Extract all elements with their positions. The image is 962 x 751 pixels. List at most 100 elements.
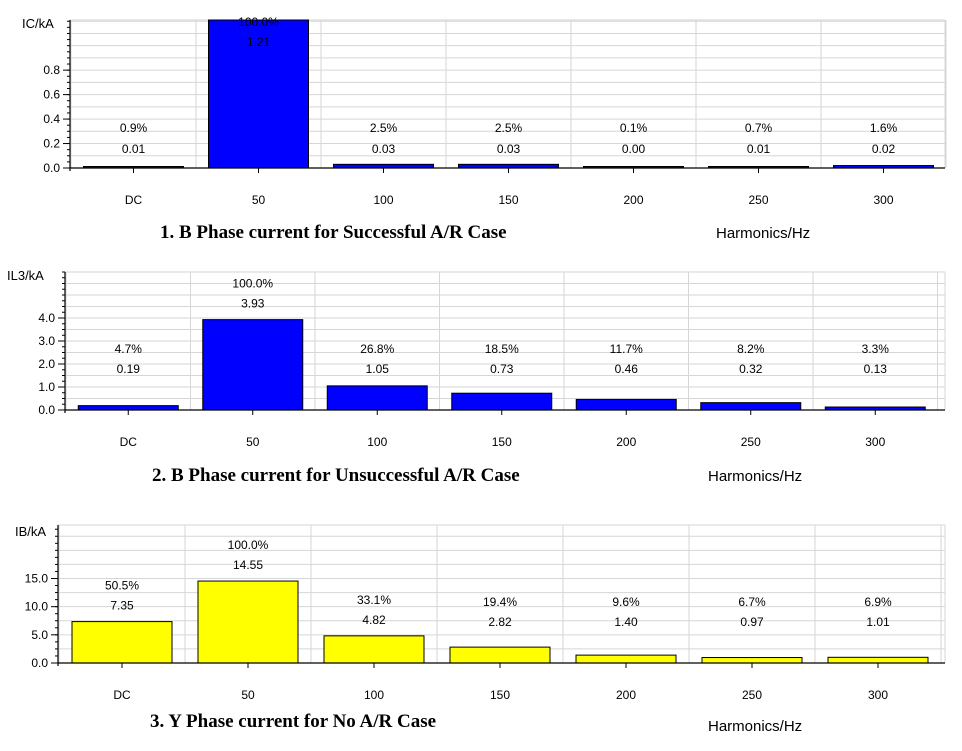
y-axis-title: IL3/kA: [7, 268, 44, 283]
y-tick-label: 10.0: [25, 600, 49, 614]
value-label: 3.93: [241, 297, 265, 311]
value-label: 0.01: [122, 142, 146, 156]
value-label: 0.97: [740, 615, 764, 629]
x-tick-label: 50: [241, 688, 255, 702]
value-label: 0.13: [864, 362, 888, 376]
y-tick-label: 2.0: [38, 357, 55, 371]
value-label: 7.35: [110, 599, 134, 613]
x-tick-label: 150: [498, 193, 518, 207]
x-tick-label: DC: [125, 193, 143, 207]
value-label: 1.01: [866, 615, 890, 629]
percent-label: 11.7%: [610, 342, 643, 356]
percent-label: 100.0%: [232, 277, 273, 291]
chart-successful-ar: 0.9% 0.01 100.0% 1.21 2.5% 0.03 2.5% 0.03 0.1% 0.…: [22, 15, 947, 243]
percent-label: 0.7%: [745, 121, 773, 135]
percent-label: 0.1%: [620, 121, 648, 135]
percent-label: 8.2%: [737, 342, 765, 356]
x-axis-title: Harmonics/Hz: [708, 468, 802, 485]
y-tick-label: 4.0: [38, 311, 55, 325]
y-tick-label: 15.0: [25, 572, 49, 586]
bar: [575, 398, 677, 411]
x-tick-label: 100: [364, 688, 384, 702]
x-tick-label: 50: [246, 435, 260, 449]
x-tick-label: 100: [373, 193, 393, 207]
x-tick-label: 200: [616, 688, 636, 702]
percent-label: 6.7%: [738, 595, 766, 609]
bar: [451, 392, 553, 411]
value-label: 1.05: [366, 362, 390, 376]
bar: [700, 402, 802, 411]
x-tick-label: 50: [252, 193, 266, 207]
y-tick-label: 3.0: [38, 334, 55, 348]
value-label: 0.02: [872, 142, 896, 156]
percent-label: 19.4%: [483, 595, 517, 609]
percent-label: 26.8%: [360, 342, 394, 356]
percent-label: 50.5%: [105, 579, 139, 593]
y-tick-label: 0.0: [38, 403, 55, 417]
x-tick-label: 300: [865, 435, 885, 449]
y-axis-title: IB/kA: [15, 524, 46, 539]
percent-label: 3.3%: [862, 342, 890, 356]
x-tick-label: 200: [623, 193, 643, 207]
value-label: 0.73: [490, 362, 514, 376]
x-tick-label: DC: [113, 688, 131, 702]
y-tick-label: 0.2: [43, 137, 60, 151]
chart-no-ar: 50.5% 7.35 100.0% 14.55 33.1% 4.82 19.4% 2.82 9.…: [15, 524, 946, 735]
percent-label: 2.5%: [495, 121, 523, 135]
value-label: 1.40: [614, 615, 638, 629]
y-tick-label: 0.0: [43, 161, 60, 175]
percent-label: 2.5%: [370, 121, 398, 135]
x-tick-label: DC: [120, 435, 138, 449]
percent-label: 1.6%: [870, 121, 898, 135]
bar: [326, 385, 428, 411]
y-tick-label: 0.6: [43, 88, 60, 102]
percent-label: 6.9%: [864, 595, 892, 609]
percent-label: 18.5%: [485, 342, 519, 356]
percent-label: 4.7%: [115, 342, 143, 356]
value-label: 0.32: [739, 362, 763, 376]
value-label: 4.82: [362, 613, 386, 627]
bar: [827, 656, 929, 664]
x-tick-label: 150: [492, 435, 512, 449]
x-axis-title: Harmonics/Hz: [708, 718, 802, 735]
bar: [71, 621, 173, 664]
value-label: 2.82: [488, 615, 512, 629]
value-label: 0.01: [747, 142, 771, 156]
value-label: 0.03: [372, 142, 396, 156]
bar: [701, 657, 803, 664]
value-label: 0.03: [497, 142, 521, 156]
value-label: 0.00: [622, 142, 646, 156]
chart-caption: 3. Y Phase current for No A/R Case: [150, 711, 436, 732]
y-tick-label: 0.4: [43, 112, 60, 126]
bar: [323, 635, 425, 664]
value-label: 1.21: [247, 35, 271, 49]
y-tick-label: 0.8: [43, 63, 60, 77]
x-tick-label: 250: [742, 688, 762, 702]
x-tick-label: 250: [741, 435, 761, 449]
chart-unsuccessful-ar: 4.7% 0.19 100.0% 3.93 26.8% 1.05 18.5% 0.73 11.7…: [7, 268, 946, 486]
x-axis-title: Harmonics/Hz: [716, 225, 810, 242]
x-tick-label: 300: [868, 688, 888, 702]
x-tick-label: 150: [490, 688, 510, 702]
x-tick-label: 300: [873, 193, 893, 207]
x-tick-label: 200: [616, 435, 636, 449]
y-tick-label: 1.0: [38, 380, 55, 394]
bar: [202, 319, 304, 411]
bar: [197, 580, 299, 664]
percent-label: 33.1%: [357, 593, 391, 607]
value-label: 0.46: [615, 362, 639, 376]
value-label: 14.55: [233, 558, 263, 572]
percent-label: 100.0%: [228, 538, 269, 552]
bar: [575, 654, 677, 664]
y-tick-label: 5.0: [31, 628, 48, 642]
bar: [449, 646, 551, 664]
chart-caption: 1. B Phase current for Successful A/R Ca…: [160, 222, 507, 243]
percent-label: 0.9%: [120, 121, 148, 135]
x-tick-label: 250: [748, 193, 768, 207]
y-tick-label: 0.0: [31, 656, 48, 670]
percent-label: 9.6%: [612, 595, 640, 609]
percent-label: 100.0%: [238, 15, 279, 29]
y-axis-title: IC/kA: [22, 16, 54, 31]
x-tick-label: 100: [367, 435, 387, 449]
